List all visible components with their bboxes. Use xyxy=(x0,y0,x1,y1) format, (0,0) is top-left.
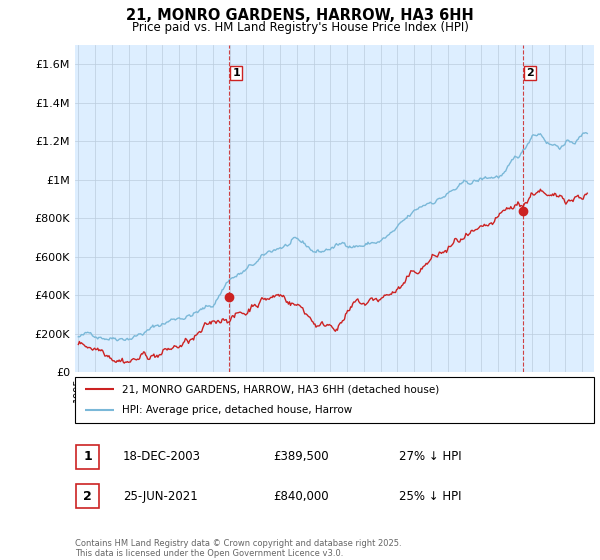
Text: 1: 1 xyxy=(83,450,92,464)
FancyBboxPatch shape xyxy=(75,377,594,423)
Text: Contains HM Land Registry data © Crown copyright and database right 2025.
This d: Contains HM Land Registry data © Crown c… xyxy=(75,539,401,558)
Text: £840,000: £840,000 xyxy=(273,489,329,503)
Text: 2: 2 xyxy=(526,68,534,78)
Text: 25% ↓ HPI: 25% ↓ HPI xyxy=(399,489,461,503)
Text: 21, MONRO GARDENS, HARROW, HA3 6HH: 21, MONRO GARDENS, HARROW, HA3 6HH xyxy=(126,8,474,24)
Text: 25-JUN-2021: 25-JUN-2021 xyxy=(123,489,198,503)
Text: 18-DEC-2003: 18-DEC-2003 xyxy=(123,450,201,464)
FancyBboxPatch shape xyxy=(76,445,99,469)
Text: Price paid vs. HM Land Registry's House Price Index (HPI): Price paid vs. HM Land Registry's House … xyxy=(131,21,469,34)
Text: 27% ↓ HPI: 27% ↓ HPI xyxy=(399,450,461,464)
Text: HPI: Average price, detached house, Harrow: HPI: Average price, detached house, Harr… xyxy=(122,405,352,416)
FancyBboxPatch shape xyxy=(76,484,99,508)
Text: 2: 2 xyxy=(83,489,92,503)
Text: £389,500: £389,500 xyxy=(273,450,329,464)
Text: 1: 1 xyxy=(232,68,240,78)
Text: 21, MONRO GARDENS, HARROW, HA3 6HH (detached house): 21, MONRO GARDENS, HARROW, HA3 6HH (deta… xyxy=(122,384,439,394)
